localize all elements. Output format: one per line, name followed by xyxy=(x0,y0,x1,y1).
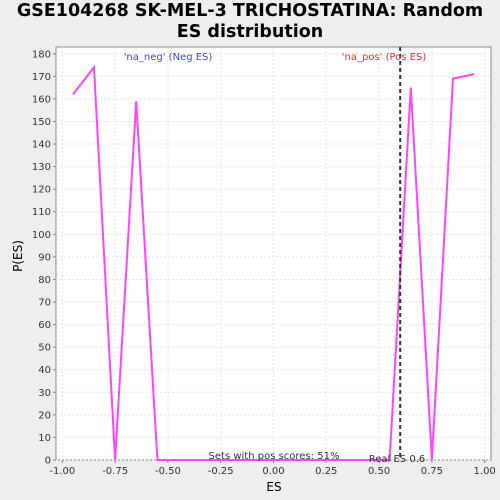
y-tick-label: 110 xyxy=(32,207,51,218)
x-tick-label: -0.50 xyxy=(155,466,181,477)
chart-title: GSE104268 SK-MEL-3 TRICHOSTATINA: Random… xyxy=(16,1,484,42)
y-tick-label: 20 xyxy=(38,410,51,421)
y-tick-label: 10 xyxy=(38,433,51,444)
y-tick-label: 70 xyxy=(38,298,51,309)
y-tick-label: 100 xyxy=(32,230,51,241)
x-axis: -1.00 -0.75 -0.50 -0.25 0.00 0.25 0.50 0.75 1.00 xyxy=(49,460,496,477)
x-tick-label: 0.75 xyxy=(421,466,443,477)
y-tick-label: 40 xyxy=(38,365,51,376)
real-es-label: Real ES 0.6 xyxy=(369,454,425,465)
x-tick-label: -0.25 xyxy=(208,466,234,477)
x-axis-title: ES xyxy=(266,480,281,494)
y-tick-label: 150 xyxy=(32,117,51,128)
x-tick-label: -1.00 xyxy=(49,466,75,477)
neg-label: 'na_neg' (Neg ES) xyxy=(124,52,213,63)
y-tick-label: 50 xyxy=(38,343,51,354)
pos-label: 'na_pos' (Pos ES) xyxy=(342,52,427,63)
x-tick-label: 0.50 xyxy=(368,466,390,477)
y-tick-label: 0 xyxy=(45,456,51,467)
x-tick-label: 1.00 xyxy=(474,466,496,477)
y-tick-label: 130 xyxy=(32,162,51,173)
pos-scores-label: Sets with pos scores: 51% xyxy=(209,451,340,462)
series-line xyxy=(72,64,475,461)
x-tick-label: -0.75 xyxy=(102,466,128,477)
y-axis: 0 10 20 30 40 50 60 70 80 90 100 110 120 130 140 150 160… xyxy=(32,49,56,467)
y-axis-title: P(ES) xyxy=(11,240,25,272)
y-tick-label: 60 xyxy=(38,320,51,331)
y-tick-label: 120 xyxy=(32,185,51,196)
y-tick-label: 80 xyxy=(38,275,51,286)
y-tick-label: 170 xyxy=(32,72,51,83)
y-tick-label: 30 xyxy=(38,388,51,399)
y-tick-label: 180 xyxy=(32,49,51,60)
y-tick-label: 160 xyxy=(32,94,51,105)
y-tick-label: 140 xyxy=(32,140,51,151)
x-tick-label: 0.25 xyxy=(315,466,337,477)
x-tick-label: 0.00 xyxy=(262,466,284,477)
grid xyxy=(56,47,491,461)
y-tick-label: 90 xyxy=(38,252,51,263)
